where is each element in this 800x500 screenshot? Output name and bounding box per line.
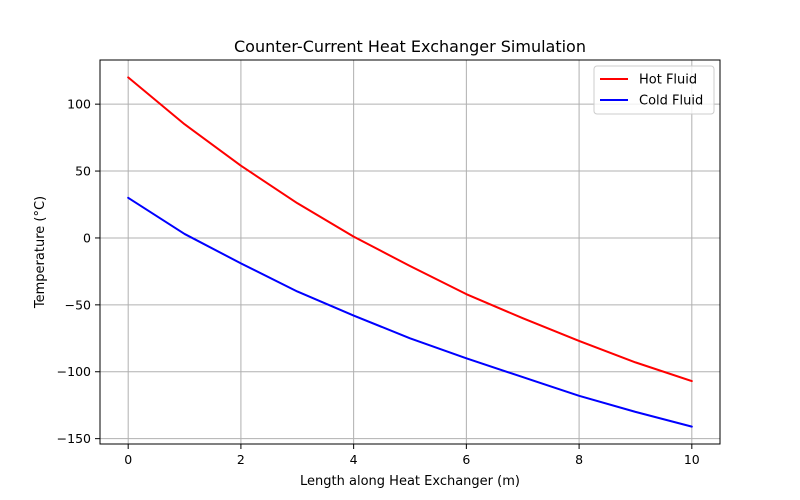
- x-axis-label: Length along Heat Exchanger (m): [300, 474, 520, 489]
- x-tick-label: 0: [124, 452, 132, 467]
- y-tick-label: −100: [57, 364, 91, 379]
- y-axis-label: Temperature (°C): [33, 196, 48, 309]
- grid-lines: [100, 60, 720, 444]
- y-tick-label: −150: [57, 431, 91, 446]
- legend-label: Hot Fluid: [639, 73, 697, 88]
- legend: Hot Fluid Cold Fluid: [593, 65, 715, 115]
- data-series: [127, 76, 693, 428]
- y-tick-label: 100: [67, 97, 91, 112]
- x-tick-label: 10: [684, 452, 700, 467]
- chart-title: Counter-Current Heat Exchanger Simulatio…: [234, 37, 586, 56]
- y-tick-label: 50: [75, 164, 91, 179]
- x-tick-label: 6: [462, 452, 470, 467]
- y-tick-label: −50: [65, 297, 91, 312]
- series-line-hot-fluid: [127, 76, 693, 383]
- y-tick-label: 0: [83, 230, 91, 245]
- x-tick-label: 4: [350, 452, 358, 467]
- x-tick-label: 2: [237, 452, 245, 467]
- x-tick-label: 8: [575, 452, 583, 467]
- series-line-cold-fluid: [127, 196, 693, 428]
- axis-ticks: 0 2 4 6 8 10 −150 −100 −50 0 50 100: [57, 97, 700, 467]
- plot-frame: [99, 59, 721, 445]
- legend-label: Cold Fluid: [639, 94, 703, 109]
